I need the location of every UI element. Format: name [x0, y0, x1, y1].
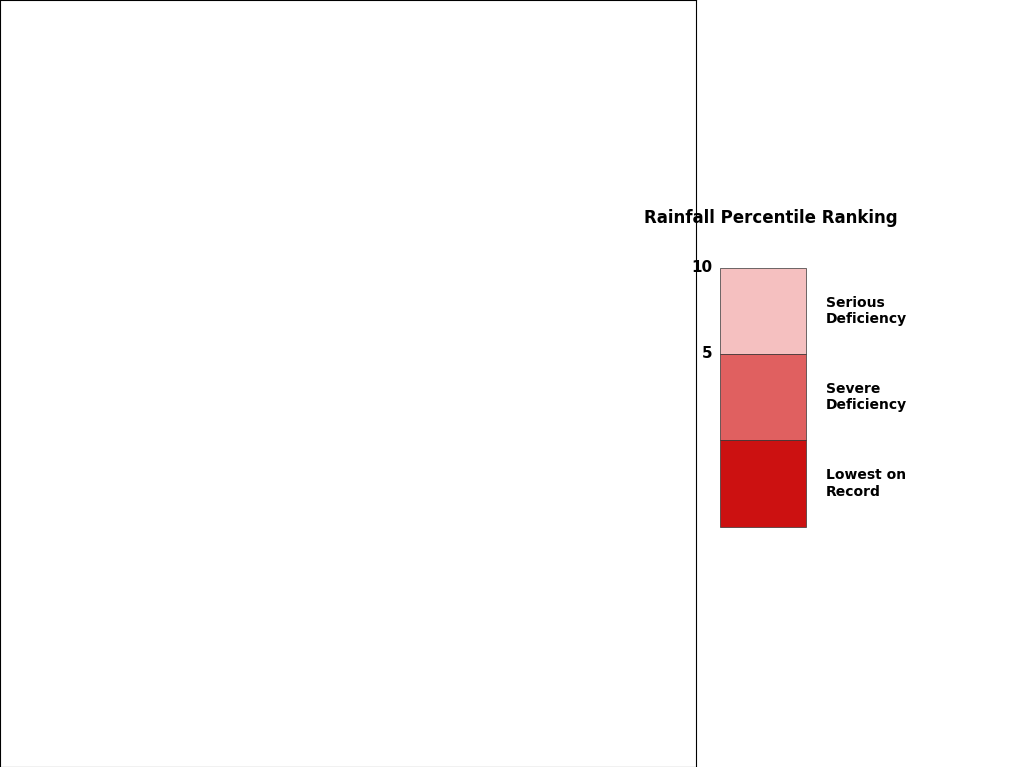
- FancyBboxPatch shape: [721, 440, 806, 526]
- Text: 10: 10: [691, 260, 713, 275]
- Text: Serious
Deficiency: Serious Deficiency: [825, 296, 906, 326]
- Text: Lowest on
Record: Lowest on Record: [825, 469, 905, 499]
- FancyBboxPatch shape: [721, 354, 806, 440]
- Text: 5: 5: [702, 347, 713, 361]
- Text: Rainfall Percentile Ranking: Rainfall Percentile Ranking: [644, 209, 898, 227]
- Text: Severe
Deficiency: Severe Deficiency: [825, 382, 906, 412]
- FancyBboxPatch shape: [721, 268, 806, 354]
